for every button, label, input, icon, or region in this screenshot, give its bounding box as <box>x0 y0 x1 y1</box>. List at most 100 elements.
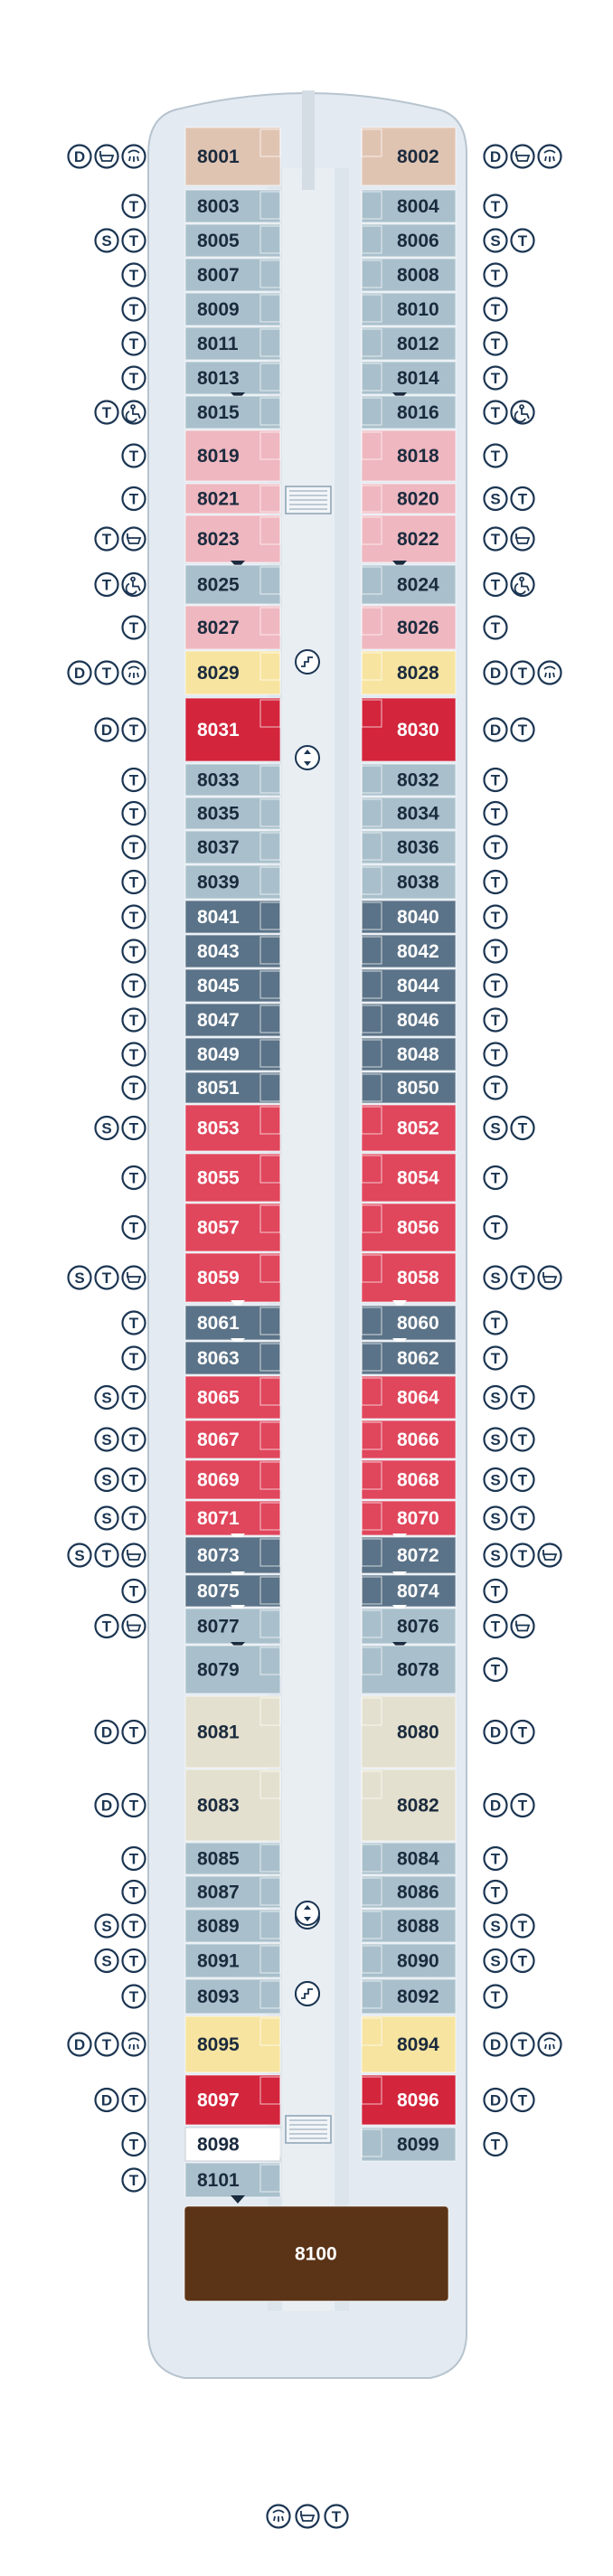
cabin-8045[interactable]: 8045 <box>184 968 281 1003</box>
cabin-8002[interactable]: 8002 <box>361 127 457 186</box>
cabin-8073[interactable]: 8073 <box>184 1536 281 1580</box>
cabin-8056[interactable]: 8056 <box>361 1203 457 1252</box>
cabin-8009[interactable]: 8009 <box>184 292 281 326</box>
cabin-8015[interactable]: 8015 <box>184 395 281 429</box>
cabin-8072[interactable]: 8072 <box>361 1536 457 1580</box>
cabin-8100[interactable]: 8100 <box>184 2205 449 2302</box>
cabin-8005[interactable]: 8005 <box>184 223 281 258</box>
cabin-8013[interactable]: 8013 <box>184 361 281 401</box>
cabin-8077[interactable]: 8077 <box>184 1608 281 1650</box>
cabin-8004[interactable]: 8004 <box>361 189 457 223</box>
cabin-8086[interactable]: 8086 <box>361 1875 457 1909</box>
cabin-8025[interactable]: 8025 <box>184 564 281 605</box>
cabin-8055[interactable]: 8055 <box>184 1153 281 1203</box>
cabin-8035[interactable]: 8035 <box>184 797 281 830</box>
cabin-8088[interactable]: 8088 <box>361 1909 457 1943</box>
cabin-8085[interactable]: 8085 <box>184 1842 281 1875</box>
cabin-8092[interactable]: 8092 <box>361 1978 457 2015</box>
cabin-8084[interactable]: 8084 <box>361 1842 457 1875</box>
cabin-8021[interactable]: 8021 <box>184 483 281 514</box>
cabin-8042[interactable]: 8042 <box>361 934 457 968</box>
cabin-8098[interactable]: 8098 <box>184 2127 281 2162</box>
cabin-8062[interactable]: 8062 <box>361 1341 457 1375</box>
cabin-8095[interactable]: 8095 <box>184 2015 281 2073</box>
cabin-8049[interactable]: 8049 <box>184 1037 281 1071</box>
cabin-8030[interactable]: 8030 <box>361 697 457 762</box>
cabin-8076[interactable]: 8076 <box>361 1608 457 1650</box>
cabin-8037[interactable]: 8037 <box>184 830 281 864</box>
cabin-8065[interactable]: 8065 <box>184 1375 281 1420</box>
cabin-8007[interactable]: 8007 <box>184 258 281 292</box>
cabin-8044[interactable]: 8044 <box>361 968 457 1003</box>
cabin-8038[interactable]: 8038 <box>361 864 457 900</box>
cabin-8080[interactable]: 8080 <box>361 1695 457 1769</box>
cabin-8075[interactable]: 8075 <box>184 1574 281 1613</box>
cabin-8099[interactable]: 8099 <box>361 2127 457 2162</box>
cabin-8087[interactable]: 8087 <box>184 1875 281 1909</box>
cabin-8014[interactable]: 8014 <box>361 361 457 401</box>
cabin-8032[interactable]: 8032 <box>361 763 457 797</box>
cabin-8010[interactable]: 8010 <box>361 292 457 326</box>
cabin-8074[interactable]: 8074 <box>361 1574 457 1613</box>
cabin-8016[interactable]: 8016 <box>361 395 457 429</box>
cabin-8039[interactable]: 8039 <box>184 864 281 900</box>
cabin-8029[interactable]: 8029 <box>184 650 281 695</box>
cabin-8067[interactable]: 8067 <box>184 1420 281 1459</box>
cabin-8048[interactable]: 8048 <box>361 1037 457 1071</box>
cabin-8018[interactable]: 8018 <box>361 429 457 482</box>
cabin-8027[interactable]: 8027 <box>184 605 281 650</box>
cabin-8096[interactable]: 8096 <box>361 2074 457 2126</box>
cabin-8020[interactable]: 8020 <box>361 483 457 514</box>
cabin-8033[interactable]: 8033 <box>184 763 281 797</box>
cabin-8057[interactable]: 8057 <box>184 1203 281 1252</box>
cabin-8022[interactable]: 8022 <box>361 514 457 569</box>
cabin-8047[interactable]: 8047 <box>184 1003 281 1037</box>
cabin-8003[interactable]: 8003 <box>184 189 281 223</box>
cabin-8078[interactable]: 8078 <box>361 1645 457 1694</box>
cabin-8064[interactable]: 8064 <box>361 1375 457 1420</box>
cabin-8059[interactable]: 8059 <box>184 1252 281 1308</box>
cabin-8053[interactable]: 8053 <box>184 1104 281 1152</box>
cabin-8026[interactable]: 8026 <box>361 605 457 650</box>
cabin-8041[interactable]: 8041 <box>184 900 281 934</box>
cabin-8052[interactable]: 8052 <box>361 1104 457 1152</box>
cabin-8046[interactable]: 8046 <box>361 1003 457 1037</box>
cabin-8061[interactable]: 8061 <box>184 1305 281 1346</box>
cabin-8024[interactable]: 8024 <box>361 564 457 605</box>
cabin-8040[interactable]: 8040 <box>361 900 457 934</box>
cabin-8079[interactable]: 8079 <box>184 1645 281 1694</box>
cabin-8028[interactable]: 8028 <box>361 650 457 695</box>
cabin-8066[interactable]: 8066 <box>361 1420 457 1459</box>
cabin-8091[interactable]: 8091 <box>184 1943 281 1978</box>
cabin-8058[interactable]: 8058 <box>361 1252 457 1308</box>
cabin-8036[interactable]: 8036 <box>361 830 457 864</box>
cabin-8060[interactable]: 8060 <box>361 1305 457 1346</box>
cabin-8081[interactable]: 8081 <box>184 1695 281 1769</box>
cabin-8001[interactable]: 8001 <box>184 127 281 186</box>
cabin-8063[interactable]: 8063 <box>184 1341 281 1375</box>
cabin-8019[interactable]: 8019 <box>184 429 281 482</box>
cabin-8012[interactable]: 8012 <box>361 326 457 361</box>
cabin-8097[interactable]: 8097 <box>184 2074 281 2126</box>
cabin-8051[interactable]: 8051 <box>184 1071 281 1104</box>
cabin-8054[interactable]: 8054 <box>361 1153 457 1203</box>
cabin-8011[interactable]: 8011 <box>184 326 281 361</box>
cabin-8008[interactable]: 8008 <box>361 258 457 292</box>
cabin-8034[interactable]: 8034 <box>361 797 457 830</box>
cabin-8101[interactable]: 8101 <box>184 2162 281 2203</box>
cabin-8082[interactable]: 8082 <box>361 1769 457 1842</box>
cabin-8070[interactable]: 8070 <box>361 1500 457 1542</box>
cabin-8006[interactable]: 8006 <box>361 223 457 258</box>
cabin-8089[interactable]: 8089 <box>184 1909 281 1943</box>
cabin-8094[interactable]: 8094 <box>361 2015 457 2073</box>
cabin-8093[interactable]: 8093 <box>184 1978 281 2015</box>
cabin-8050[interactable]: 8050 <box>361 1071 457 1104</box>
cabin-8031[interactable]: 8031 <box>184 697 281 762</box>
cabin-8083[interactable]: 8083 <box>184 1769 281 1842</box>
cabin-8069[interactable]: 8069 <box>184 1459 281 1500</box>
cabin-8071[interactable]: 8071 <box>184 1500 281 1542</box>
cabin-8043[interactable]: 8043 <box>184 934 281 968</box>
cabin-8023[interactable]: 8023 <box>184 514 281 569</box>
cabin-8068[interactable]: 8068 <box>361 1459 457 1500</box>
cabin-8090[interactable]: 8090 <box>361 1943 457 1978</box>
